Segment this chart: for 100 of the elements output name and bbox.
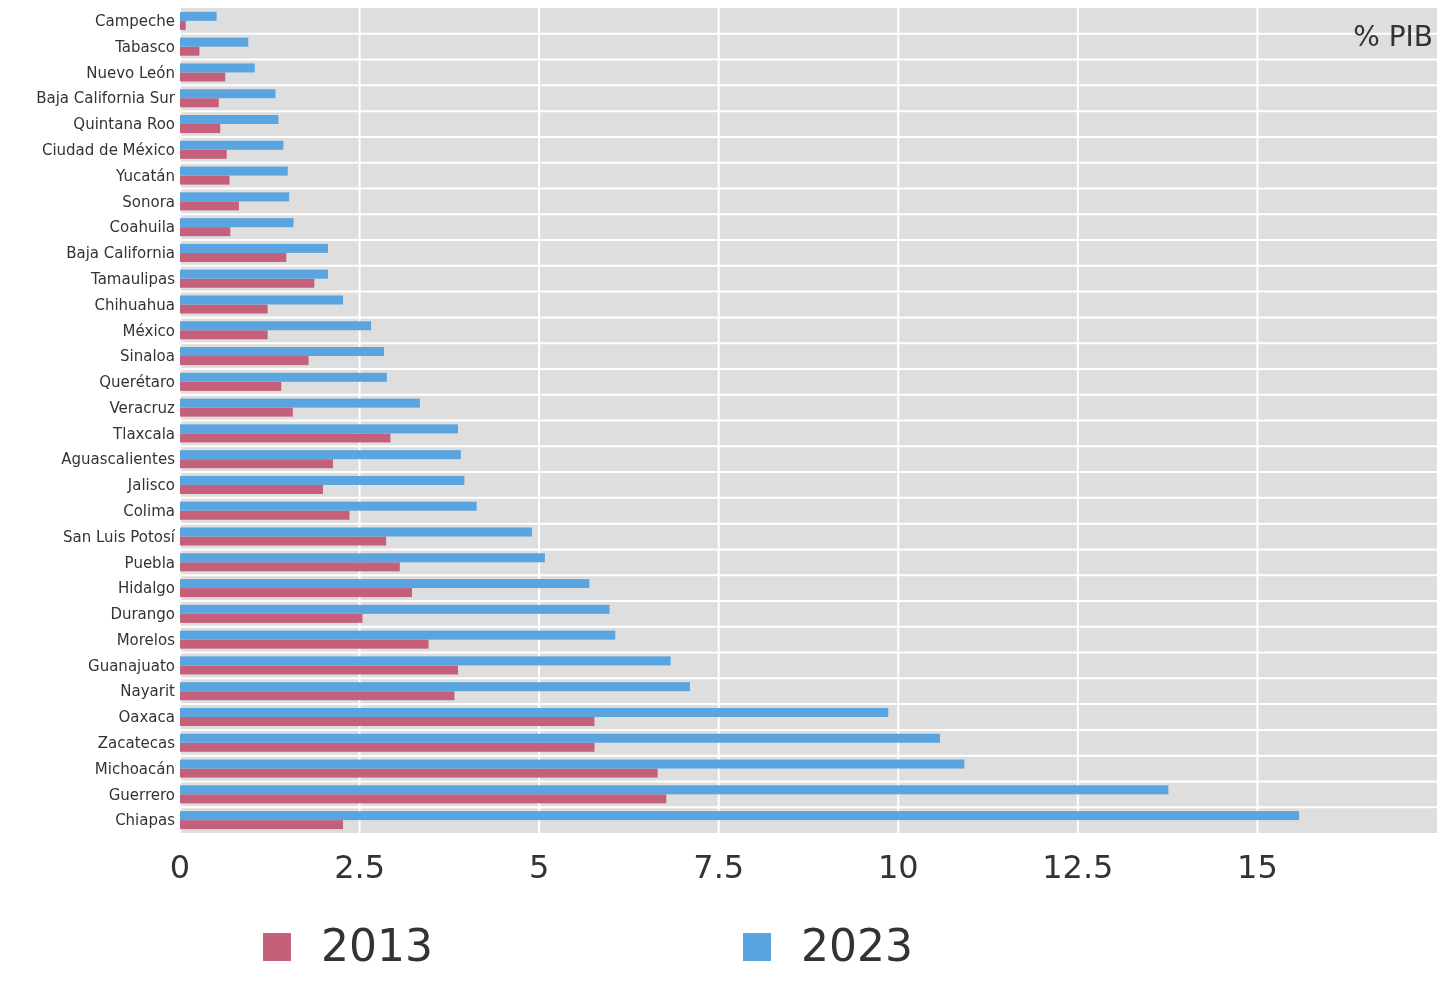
x-tick-label: 15 [1237, 848, 1278, 886]
x-tick-label: 10 [877, 848, 919, 886]
y-tick-label: Baja California Sur [36, 89, 176, 108]
y-tick-label: Nuevo León [86, 63, 175, 82]
bar [180, 742, 595, 752]
bar [180, 527, 532, 537]
bar [180, 269, 328, 279]
y-tick-label: Yucatán [115, 166, 175, 185]
y-tick-label: Tlaxcala [112, 424, 175, 443]
bar [180, 501, 477, 511]
y-tick-label: Michoacán [94, 759, 175, 778]
y-tick-label: Morelos [116, 630, 176, 649]
bar [180, 424, 458, 434]
bar [180, 450, 461, 460]
legend-label: 2013 [321, 920, 433, 971]
x-tick-label: 12.5 [1042, 848, 1114, 886]
bar [180, 613, 363, 623]
y-tick-label: Nayarit [120, 682, 176, 701]
bar [180, 140, 284, 150]
bar [180, 768, 658, 778]
bar [180, 175, 230, 185]
bar [180, 356, 309, 366]
bar [180, 321, 372, 331]
y-tick-label: Durango [110, 605, 175, 624]
bar [180, 124, 221, 134]
bar [180, 218, 294, 228]
bar [180, 811, 1300, 821]
y-tick-label: Tamaulipas [89, 269, 176, 288]
legend-label: 2023 [801, 920, 913, 971]
bar [180, 98, 219, 108]
y-tick-label: México [122, 321, 175, 340]
bar [180, 227, 231, 237]
y-tick-label: Baja California [66, 244, 175, 263]
bar [180, 553, 545, 563]
bar [180, 733, 940, 743]
bar [180, 37, 249, 47]
y-tick-label: Quintana Roo [73, 115, 175, 134]
bar [180, 820, 344, 830]
bar [180, 630, 616, 640]
bar [180, 579, 590, 589]
bar [180, 398, 420, 408]
y-tick-label: Guanajuato [88, 656, 175, 675]
y-tick-label: Chihuahua [94, 295, 175, 314]
y-tick-label: Jalisco [126, 476, 175, 495]
y-tick-label: Zacatecas [97, 734, 176, 753]
y-tick-label: Coahuila [109, 218, 175, 237]
bar [180, 295, 344, 305]
bar [180, 149, 227, 159]
x-tick-label: 7.5 [693, 848, 745, 886]
y-tick-label: Chiapas [115, 811, 176, 830]
bar [180, 372, 387, 382]
bar [180, 707, 889, 717]
y-tick-label: Tabasco [114, 37, 175, 56]
bar [180, 536, 387, 546]
y-tick-label: Hidalgo [117, 579, 175, 598]
bar [180, 11, 217, 21]
bar [180, 304, 268, 314]
bar [180, 656, 671, 666]
y-tick-label: Colima [123, 501, 175, 520]
x-tick-label: 0 [169, 848, 191, 886]
bar [180, 484, 323, 494]
x-tick-label: 5 [528, 848, 550, 886]
bar [180, 407, 293, 417]
bar [180, 114, 279, 125]
bar [180, 794, 667, 804]
bar [180, 785, 1169, 795]
y-tick-label: Ciudad de México [41, 141, 175, 160]
bar [180, 691, 455, 701]
y-tick-label: Sonora [122, 192, 175, 211]
y-tick-label: Oaxaca [118, 708, 175, 727]
bar [180, 588, 413, 598]
bar [180, 759, 965, 769]
bar [180, 20, 186, 30]
y-tick-label: Sinaloa [120, 347, 175, 366]
bar [180, 166, 288, 176]
bar [180, 252, 287, 262]
bar [180, 201, 239, 211]
x-tick-label: 2.5 [334, 848, 386, 886]
y-tick-label: Veracruz [109, 398, 176, 417]
annotation: % PIB [1353, 20, 1433, 53]
bar [180, 510, 350, 520]
bar [180, 604, 610, 614]
bar [180, 682, 690, 692]
bar [180, 639, 429, 649]
y-tick-label: Puebla [124, 553, 175, 572]
bar [180, 433, 391, 443]
bar [180, 192, 290, 202]
bar [180, 72, 226, 82]
bar [180, 665, 458, 675]
bar [180, 347, 384, 357]
y-tick-label: Aguascalientes [61, 450, 176, 469]
bar [180, 278, 315, 288]
bar [180, 89, 276, 99]
bar [180, 63, 255, 73]
bar [180, 716, 595, 727]
bar [180, 475, 465, 485]
bar [180, 330, 268, 340]
bar [180, 459, 333, 469]
bar [180, 46, 200, 56]
bar [180, 381, 282, 391]
